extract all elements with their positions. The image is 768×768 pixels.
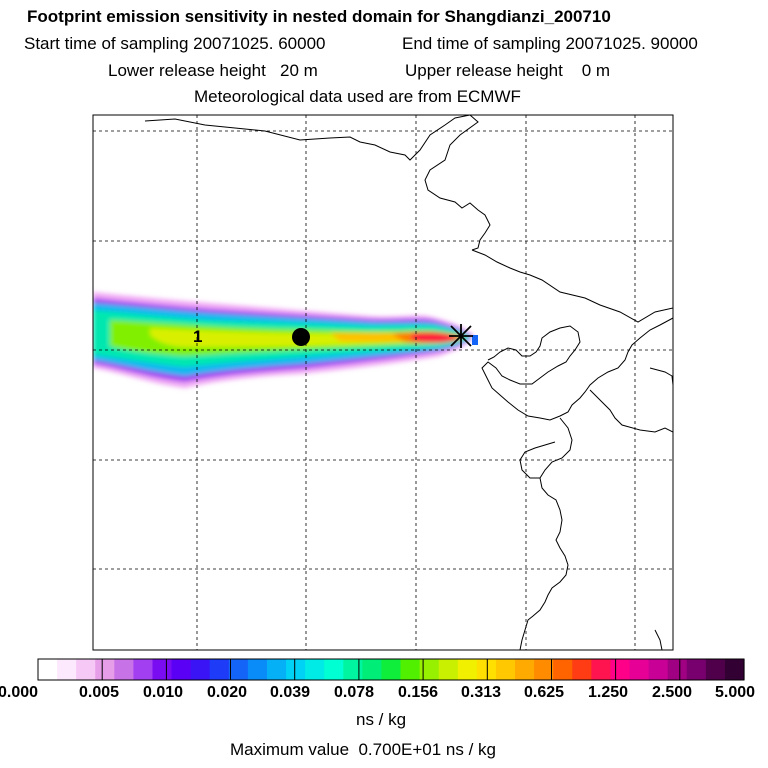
map-frame [92,114,674,651]
colorbar-cell [228,659,249,680]
colorbar-cell [324,659,344,680]
lower-height-label: Lower release height 20 m [108,61,318,80]
coastline [144,115,673,650]
colorbar-cell [152,659,173,680]
end-time-label: End time of sampling 20071025. 90000 [402,34,698,53]
colorbar-cell [343,659,363,680]
max-value-label: Maximum value 0.700E+01 ns / kg [230,740,496,759]
colorbar-cell [419,659,440,680]
station-marker [449,324,473,348]
emission-plume [93,292,474,388]
colorbar-tick-3: 0.020 [207,684,248,701]
colorbar-tick-7: 0.313 [461,684,502,701]
colorbar-tick-6: 0.156 [398,684,439,701]
colorbar-tick-1: 0.005 [79,684,120,701]
colorbar-cell [362,659,383,680]
colorbar-cell [667,659,688,680]
colorbar-cell [438,659,459,680]
colorbar-cell [171,659,192,680]
release-point-marker [292,328,310,346]
colorbar-cell [457,659,478,680]
colorbar-cell [209,659,230,680]
map-title: Footprint emission sensitivity in nested… [27,7,611,26]
time-label-1: 1 [193,327,202,346]
colorbar-cell [629,659,650,680]
colorbar-unit: ns / kg [356,710,407,729]
colorbar-tick-0: 0.000 [0,684,39,701]
colorbar-tick-11: 5.000 [715,684,756,701]
colorbar-tick-8: 0.625 [524,684,565,701]
colorbar-cell [114,659,134,680]
colorbar-cell [648,659,669,680]
colorbar-cell [381,659,402,680]
colorbar-tick-5: 0.078 [334,684,375,701]
colorbar-cell [610,659,631,680]
colorbar-cell [572,659,592,680]
colorbar-cell [266,659,287,680]
colorbar-cell [95,659,115,680]
colorbar-cell [305,659,325,680]
colorbar-cell [247,659,268,680]
colorbar-tick-9: 1.250 [588,684,629,701]
colorbar-cell [400,659,421,680]
colorbar-tick-10: 2.500 [652,684,693,701]
upper-height-label: Upper release height 0 m [405,61,611,80]
colorbar-cell [553,659,573,680]
colorbar-cell [686,659,707,680]
colorbar-cell [476,659,497,680]
lat-lon-grid [93,115,673,650]
colorbar-cell [286,659,306,680]
colorbar-cell [591,659,612,680]
plume-tip-cell [472,335,478,345]
colorbar-cell [57,659,77,680]
colorbar-cell [190,659,211,680]
colorbar-tick-4: 0.039 [270,684,311,701]
start-time-label: Start time of sampling 20071025. 60000 [24,34,326,53]
met-data-label: Meteorological data used are from ECMWF [194,87,521,106]
colorbar-cell [515,659,535,680]
colorbar-cell [534,659,554,680]
colorbar-cell [495,659,516,680]
colorbar-cell [133,659,154,680]
colorbar-tick-2: 0.010 [143,684,184,701]
colorbar-cell [76,659,96,680]
colorbar-cell [705,659,726,680]
colorbar-cell [724,659,745,680]
colorbar-cell [38,659,58,680]
